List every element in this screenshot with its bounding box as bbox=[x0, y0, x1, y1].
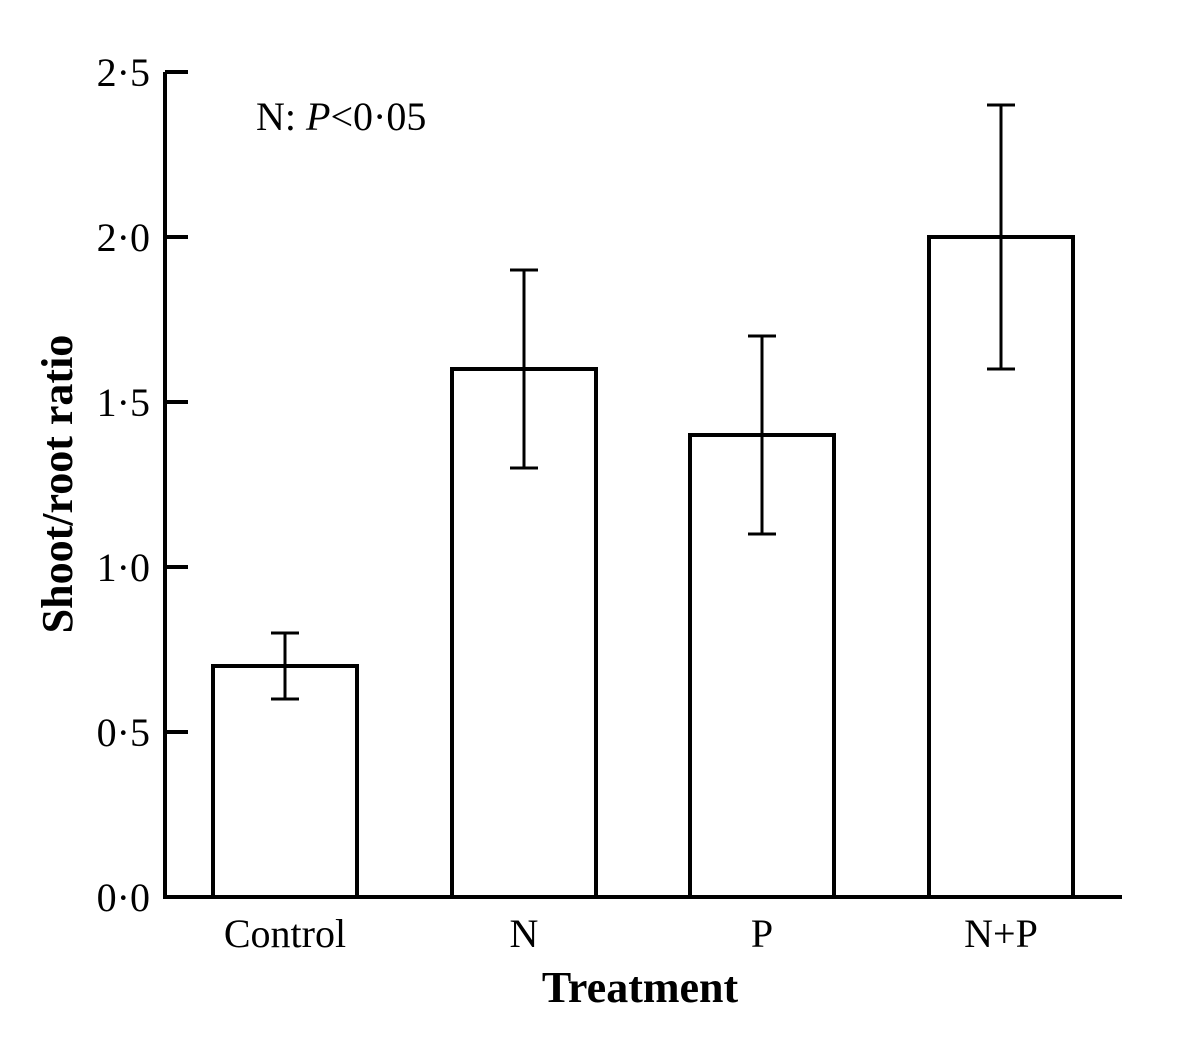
y-tick-label: 0·0 bbox=[97, 875, 150, 920]
y-axis-title: Shoot/root ratio bbox=[33, 335, 82, 634]
x-tick-label: Control bbox=[224, 911, 346, 956]
x-axis-title: Treatment bbox=[542, 963, 739, 1012]
x-tick-label: P bbox=[751, 911, 773, 956]
y-tick-label: 1·5 bbox=[97, 380, 150, 425]
annotation-prefix: N: bbox=[256, 94, 306, 139]
y-ticks: 0·0 0·5 1·0 1·5 2·0 2·5 bbox=[97, 50, 188, 920]
annotation-italic: P bbox=[305, 94, 330, 139]
bars bbox=[211, 235, 1075, 899]
y-tick-label: 2·0 bbox=[97, 215, 150, 260]
y-tick-label: 0·5 bbox=[97, 710, 150, 755]
y-tick-label: 1·0 bbox=[97, 545, 150, 590]
error-bars bbox=[271, 103, 1015, 701]
x-tick-labels: Control N P N+P bbox=[224, 911, 1038, 956]
bar-control bbox=[211, 664, 359, 899]
annotation-suffix: <0·05 bbox=[330, 94, 426, 139]
x-tick-label: N bbox=[510, 911, 539, 956]
significance-annotation: N: P<0·05 bbox=[256, 94, 426, 139]
y-tick-label: 2·5 bbox=[97, 50, 150, 95]
x-tick-label: N+P bbox=[964, 911, 1038, 956]
